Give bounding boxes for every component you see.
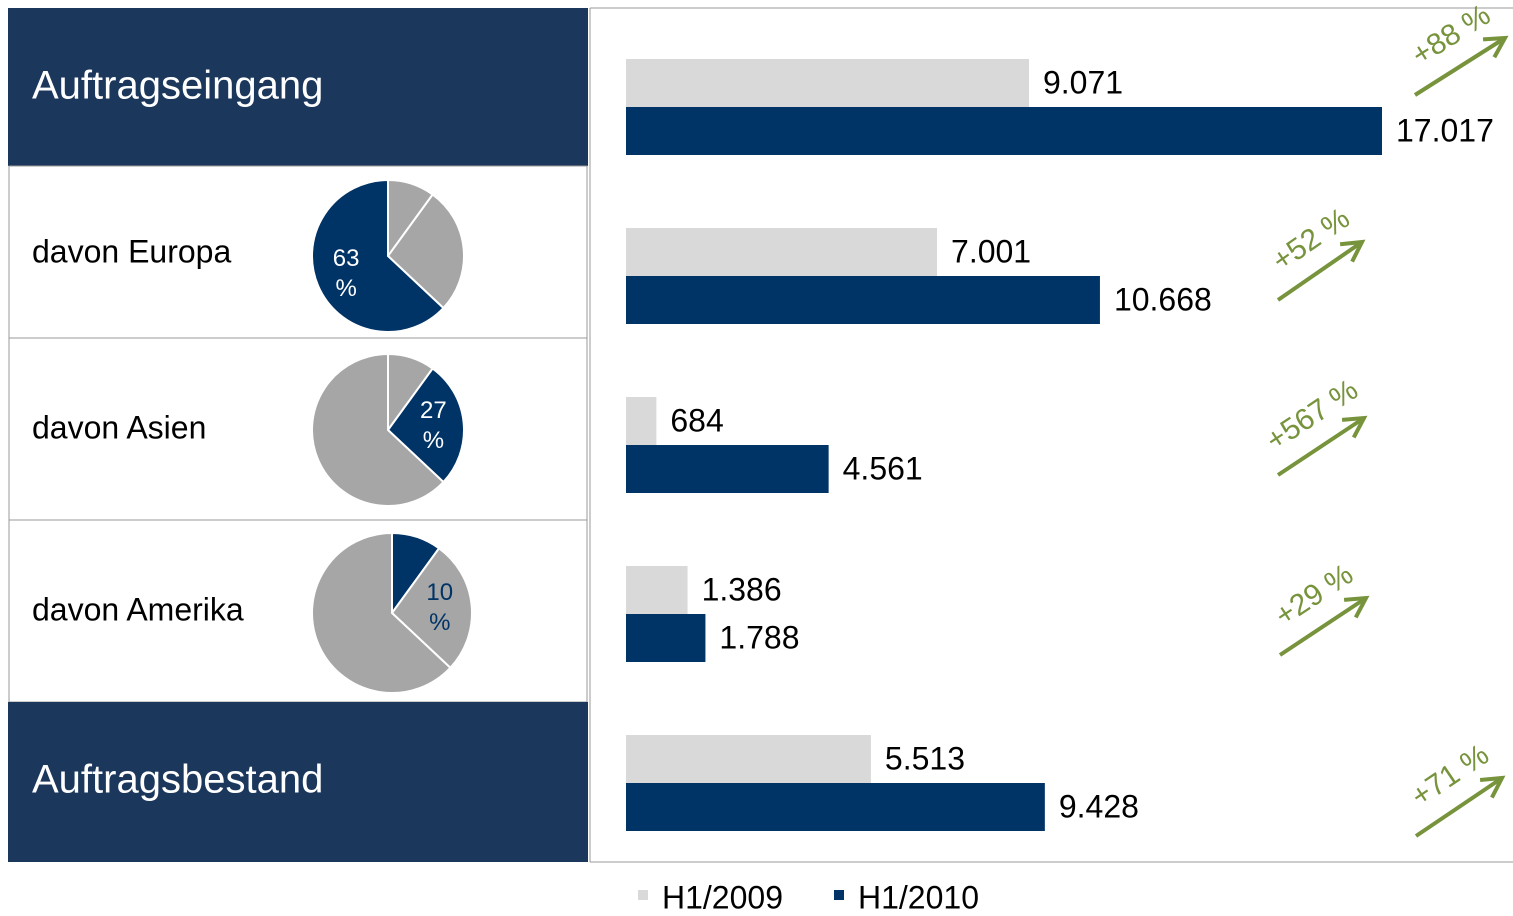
value-label: 684	[670, 402, 723, 438]
legend-swatch	[834, 890, 844, 900]
pie-slice	[386, 367, 465, 484]
legend-swatch	[638, 890, 648, 900]
row-label: davon Asien	[32, 409, 206, 445]
growth-label: +52 %	[1266, 202, 1355, 278]
pie-label: 27 %	[420, 396, 447, 454]
pie-slice	[390, 546, 473, 670]
row-label: davon Amerika	[32, 591, 244, 627]
bar	[626, 445, 829, 493]
pie-slice	[311, 531, 452, 694]
growth-arrow	[1414, 776, 1504, 838]
row-panel	[8, 337, 588, 521]
row-panel	[8, 519, 588, 703]
growth-label: +567 %	[1260, 373, 1364, 457]
growth-arrow	[1278, 596, 1368, 657]
bar	[626, 228, 938, 276]
bar	[626, 397, 657, 445]
legend-label: H1/2010	[858, 879, 979, 915]
growth-label: +71 %	[1405, 738, 1495, 813]
value-label: 1.788	[719, 619, 799, 655]
pie-label: 63 %	[332, 245, 360, 303]
value-label: 7.001	[951, 233, 1031, 269]
growth-label: +88 %	[1406, 0, 1496, 72]
growth-arrow	[1276, 416, 1366, 477]
arrow-head	[1479, 775, 1506, 799]
pie-slice	[386, 193, 465, 310]
growth-arrow	[1413, 36, 1507, 97]
row-panel	[8, 165, 588, 339]
arrow-head	[1339, 239, 1366, 263]
header-panel	[8, 8, 588, 166]
bar	[626, 59, 1029, 107]
bar	[626, 735, 871, 783]
bar	[626, 783, 1045, 831]
value-label: 10.668	[1114, 281, 1212, 317]
growth-arrow	[1276, 240, 1364, 302]
bar	[626, 276, 1100, 324]
arrow-head	[1482, 35, 1509, 59]
row-label: Auftragsbestand	[32, 758, 323, 802]
arrow-head	[1341, 415, 1368, 439]
pie-slice	[311, 352, 445, 507]
footer-panel	[8, 702, 588, 862]
value-label: 9.428	[1059, 788, 1139, 824]
legend-label: H1/2009	[662, 879, 783, 915]
pie-label: 10 %	[426, 579, 454, 637]
value-label: 1.386	[702, 571, 782, 607]
bar	[626, 107, 1382, 155]
value-label: 17.017	[1396, 112, 1494, 148]
row-label: davon Europa	[32, 233, 231, 269]
value-label: 5.513	[885, 740, 965, 776]
arrow-head	[1343, 595, 1370, 619]
value-label: 4.561	[843, 450, 923, 486]
bar	[626, 614, 706, 662]
row-label: Auftragseingang	[32, 64, 323, 108]
growth-label: +29 %	[1269, 558, 1359, 633]
value-label: 9.071	[1043, 64, 1123, 100]
pie-slice	[311, 178, 445, 333]
bar	[626, 566, 688, 614]
